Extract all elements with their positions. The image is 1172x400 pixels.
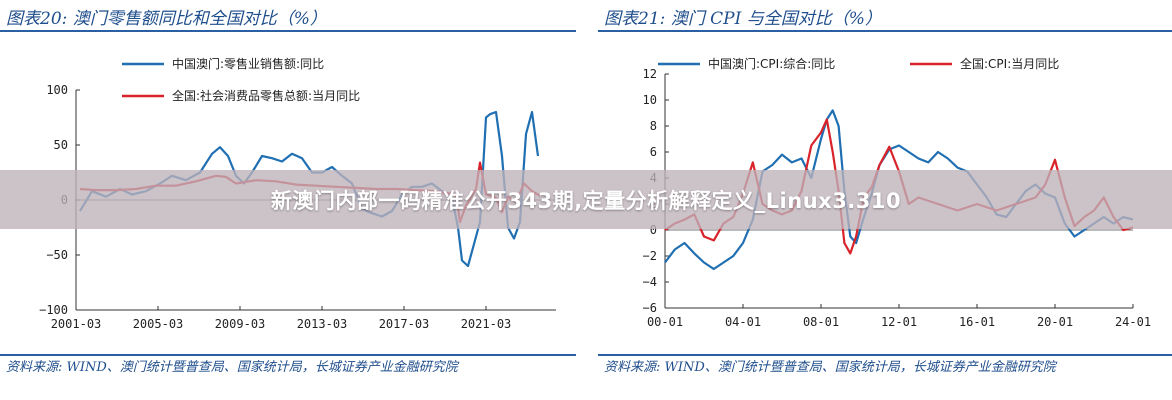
y-tick-label: 100	[46, 83, 68, 97]
overlay-banner: 新澳门内部一码精准公开343期,定量分析解释定义_Linux3.310	[0, 170, 1172, 229]
y-tick-label: −2	[643, 249, 657, 263]
x-tick-label: 20-01	[1037, 315, 1073, 329]
x-tick-label: 12-01	[881, 315, 917, 329]
y-tick-label: −50	[46, 248, 68, 262]
x-tick-label: 2017-03	[379, 317, 430, 331]
source-note: 资料来源: WIND、澳门统计暨普查局、国家统计局，长城证券产业金融研究院	[604, 360, 1056, 375]
legend-label: 全国:CPI:当月同比	[960, 56, 1059, 71]
y-tick-label: −4	[643, 275, 657, 289]
title-divider	[0, 30, 576, 32]
y-tick-label: 8	[650, 119, 657, 133]
source-divider	[0, 354, 576, 356]
x-tick-label: 2021-03	[461, 317, 512, 331]
source-note: 资料来源: WIND、澳门统计暨普查局、国家统计局，长城证券产业金融研究院	[6, 360, 458, 375]
x-tick-label: 2009-03	[215, 317, 266, 331]
y-tick-label: −100	[39, 303, 68, 317]
x-tick-label: 2013-03	[297, 317, 348, 331]
x-tick-label: 04-01	[725, 315, 761, 329]
x-tick-label: 2001-03	[51, 317, 102, 331]
source-divider	[598, 354, 1172, 356]
y-tick-label: 50	[54, 138, 68, 152]
legend-label: 全国:社会消费品零售总额:当月同比	[172, 88, 360, 103]
x-tick-label: 08-01	[803, 315, 839, 329]
legend-label: 中国澳门:CPI:综合:同比	[708, 56, 835, 71]
x-tick-label: 24-01	[1115, 315, 1151, 329]
x-tick-label: 16-01	[959, 315, 995, 329]
chart-title: 图表20: 澳门零售额同比和全国对比（%）	[6, 9, 327, 29]
y-tick-label: 6	[650, 145, 657, 159]
y-tick-label: −6	[643, 301, 657, 315]
y-tick-label: 10	[643, 93, 657, 107]
x-tick-label: 00-01	[647, 315, 683, 329]
y-tick-label: 0	[650, 223, 657, 237]
legend-label: 中国澳门:零售业销售额:同比	[172, 56, 324, 71]
chart-title: 图表21: 澳门 CPI 与全国对比（%）	[604, 9, 882, 29]
title-divider	[598, 30, 1172, 32]
banner-text: 新澳门内部一码精准公开343期,定量分析解释定义_Linux3.310	[270, 188, 902, 213]
y-tick-label: 12	[643, 67, 657, 81]
x-tick-label: 2005-03	[133, 317, 184, 331]
